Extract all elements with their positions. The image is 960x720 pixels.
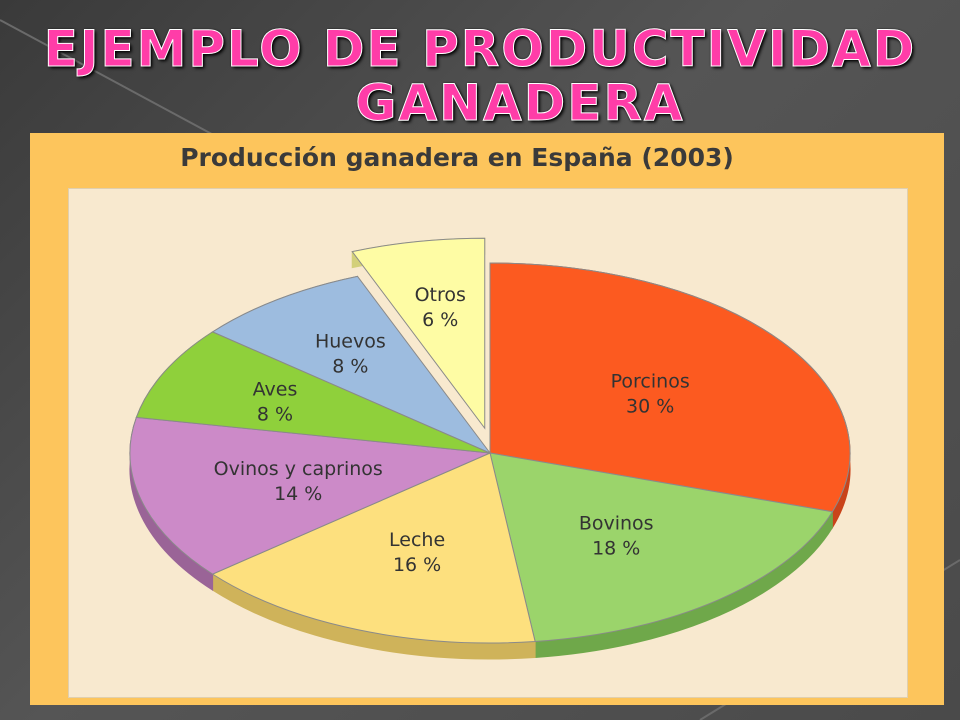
slide-title-line-1: Ejemplo de Productividad xyxy=(43,20,917,78)
slice-name: Leche xyxy=(389,529,445,551)
slice-value: 30 % xyxy=(626,396,674,418)
slice-name: Ovinos y caprinos xyxy=(214,458,383,480)
pie-slice-bovinos xyxy=(489,452,834,643)
slice-label-bovinos: Bovinos 18 % xyxy=(579,513,654,560)
pie-slice-huevos xyxy=(211,275,492,455)
slide-title: Ejemplo de Productividad ganadera xyxy=(0,20,960,132)
chart-title: Producción ganadera en España (2003) xyxy=(180,143,734,172)
slice-label-aves: Aves 8 % xyxy=(253,379,298,426)
slice-label-huevos: Huevos 8 % xyxy=(315,331,386,378)
slice-label-leche: Leche 16 % xyxy=(389,529,445,576)
slice-label-porcinos: Porcinos 30 % xyxy=(611,371,690,418)
slice-name: Aves xyxy=(253,379,298,401)
slice-value: 16 % xyxy=(393,554,441,576)
slice-name: Huevos xyxy=(315,331,386,353)
slice-name: Porcinos xyxy=(611,371,690,393)
pie-chart: Porcinos 30 % Bovinos 18 % Leche 16 % Ovinos y… xyxy=(129,237,851,660)
slide-title-line-2: ganadera xyxy=(355,74,685,132)
pie-slice-aves xyxy=(135,331,491,454)
slice-value: 6 % xyxy=(422,309,458,331)
pie-slice-porcinos xyxy=(489,262,851,513)
slice-value: 8 % xyxy=(257,404,293,426)
pie-slice-leche xyxy=(211,452,536,644)
slice-label-ovinos-y-caprinos: Ovinos y caprinos 14 % xyxy=(214,458,383,505)
slice-value: 18 % xyxy=(592,538,640,560)
pie-slice-ovinos-y-caprinos xyxy=(129,416,492,575)
slice-name: Otros xyxy=(415,284,466,306)
slice-name: Bovinos xyxy=(579,513,654,535)
slice-label-otros: Otros 6 % xyxy=(415,284,466,331)
slice-value: 14 % xyxy=(274,483,322,505)
slice-value: 8 % xyxy=(332,356,368,378)
pie-slice-otros xyxy=(351,237,486,430)
